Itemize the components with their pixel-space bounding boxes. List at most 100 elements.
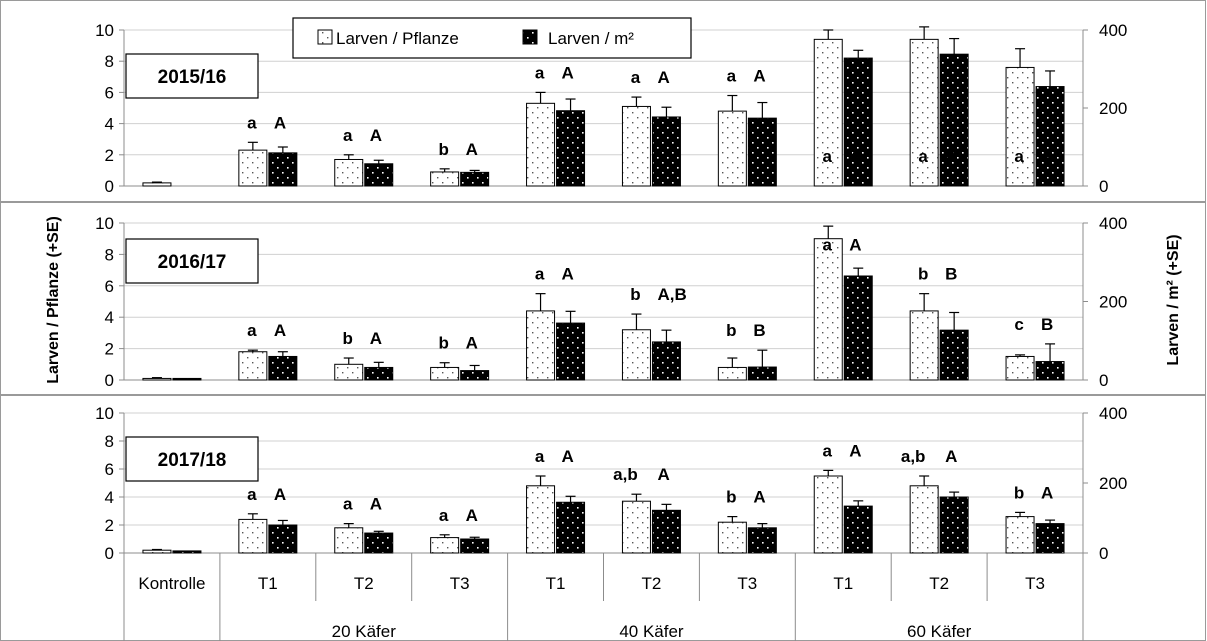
x-category-label: T2 (929, 574, 949, 593)
y-tick-label-right: 200 (1099, 293, 1127, 312)
significance-letter-m2: A (849, 441, 861, 460)
significance-letter-pflanze: a (727, 67, 737, 86)
y-tick-label-right: 400 (1099, 404, 1127, 423)
y-tick-label-left: 2 (105, 340, 114, 359)
y-tick-label-left: 8 (105, 52, 114, 71)
bar-m2 (268, 355, 298, 381)
legend-label-m2: Larven / m² (548, 29, 634, 48)
significance-letter-m2: B (1041, 315, 1053, 334)
panel-title-box (125, 238, 259, 284)
bar-pflanze (238, 149, 268, 187)
y-tick-label-right: 200 (1099, 474, 1127, 493)
x-category-label: T3 (450, 574, 470, 593)
bar-pflanze (526, 485, 556, 554)
y-tick-label-left: 4 (105, 308, 114, 327)
significance-letter-m2: A (466, 334, 478, 353)
significance-letter-pflanze: b (1014, 483, 1024, 502)
bar-pflanze (430, 366, 460, 381)
significance-letter-m2: A (370, 495, 382, 514)
bar-pflanze (909, 38, 939, 187)
bar-m2 (939, 53, 969, 187)
bar-m2 (1035, 361, 1065, 381)
significance-letter-m2: A (562, 447, 574, 466)
x-category-label: Kontrolle (138, 574, 205, 593)
bar-pflanze (1005, 66, 1035, 187)
panel-title: 2015/16 (158, 67, 227, 88)
bar-pflanze (526, 310, 556, 381)
bar-pflanze (813, 238, 843, 381)
significance-letter-pflanze: a (1014, 147, 1024, 166)
bar-m2 (1035, 523, 1065, 554)
bar-pflanze (813, 38, 843, 187)
y-tick-label-left: 8 (105, 245, 114, 264)
bar-m2 (939, 329, 969, 381)
bar-pflanze (238, 351, 268, 381)
legend-swatch-m2 (522, 29, 538, 45)
significance-letter-pflanze: a (535, 447, 545, 466)
significance-letter-pflanze: a (535, 63, 545, 82)
significance-letter-pflanze: a (823, 441, 833, 460)
y-tick-label-right: 400 (1099, 21, 1127, 40)
significance-letter-pflanze: b (630, 285, 640, 304)
x-category-label: T2 (642, 574, 662, 593)
x-category-label: T1 (833, 574, 853, 593)
y-tick-label-right: 0 (1099, 544, 1108, 563)
bar-pflanze (526, 102, 556, 187)
bar-m2 (939, 496, 969, 554)
bar-m2 (460, 370, 490, 381)
y-tick-label-left: 0 (105, 371, 114, 390)
significance-letter-m2: A (370, 126, 382, 145)
x-group-label: 60 Käfer (907, 622, 972, 641)
y-tick-label-left: 6 (105, 460, 114, 479)
y-tick-label-left: 2 (105, 516, 114, 535)
bar-pflanze (621, 329, 651, 381)
bar-m2 (460, 538, 490, 554)
significance-letter-pflanze: a (343, 495, 353, 514)
significance-letter-m2: A (274, 485, 286, 504)
panel-title: 2016/17 (158, 252, 227, 273)
bar-m2 (747, 117, 777, 187)
significance-letter-pflanze: a (247, 113, 257, 132)
bar-m2 (843, 505, 873, 554)
bar-pflanze (909, 310, 939, 381)
bar-pflanze (142, 377, 172, 381)
bar-m2 (747, 527, 777, 554)
significance-letter-pflanze: a (823, 236, 833, 255)
significance-letter-pflanze: c (1014, 315, 1023, 334)
panel-title-box (125, 53, 259, 99)
bar-m2 (172, 377, 202, 381)
bar-pflanze (717, 521, 747, 554)
x-category-label: T3 (1025, 574, 1045, 593)
significance-letter-m2: A (945, 147, 957, 166)
significance-letter-m2: A (657, 68, 669, 87)
bar-pflanze (909, 485, 939, 554)
significance-letter-m2: A (945, 447, 957, 466)
bar-pflanze (717, 110, 747, 187)
significance-letter-pflanze: a (247, 485, 257, 504)
y-tick-label-left: 6 (105, 277, 114, 296)
significance-letter-pflanze: b (726, 488, 736, 507)
bar-m2 (843, 57, 873, 187)
bar-pflanze (334, 363, 364, 381)
panel-title: 2017/18 (158, 450, 227, 471)
legend-box (292, 17, 692, 59)
bar-m2 (651, 509, 681, 554)
significance-letter-pflanze: b (438, 334, 448, 353)
significance-letter-m2: A (849, 147, 861, 166)
significance-letter-pflanze: a (343, 126, 353, 145)
significance-letter-m2: A (274, 113, 286, 132)
bar-m2 (556, 110, 586, 187)
x-category-label: T3 (737, 574, 757, 593)
significance-letter-pflanze: a (918, 147, 928, 166)
significance-letter-pflanze: b (726, 321, 736, 340)
significance-letter-pflanze: b (438, 140, 448, 159)
legend-swatch-pflanze (317, 29, 333, 45)
bar-m2 (364, 366, 394, 381)
significance-letter-m2: B (945, 265, 957, 284)
y-axis-title-left: Larven / Pflanze (+SE) (45, 216, 62, 384)
bar-m2 (556, 501, 586, 554)
y-tick-label-left: 0 (105, 177, 114, 196)
x-category-label: T1 (258, 574, 278, 593)
bar-pflanze (430, 171, 460, 187)
